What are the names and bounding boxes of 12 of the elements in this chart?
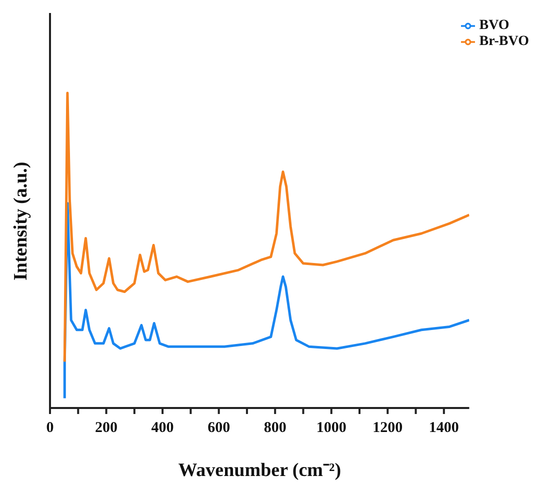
x-tick-label: 1000 xyxy=(316,420,346,436)
x-tick-label: 800 xyxy=(264,420,286,436)
x-tick-label: 600 xyxy=(208,420,230,436)
legend-label: Br-BVO xyxy=(479,34,529,49)
y-axis-title: Intensity (a.u.) xyxy=(10,162,32,280)
x-tick-label: 200 xyxy=(95,420,118,436)
x-tick-label: 1200 xyxy=(372,420,403,436)
x-tick-label: 1400 xyxy=(428,420,459,436)
legend-label: BVO xyxy=(479,18,510,33)
x-axis-title: Wavenumber (cm⁻²) xyxy=(178,460,342,481)
x-tick-label: 400 xyxy=(151,420,174,436)
x-tick-label: 0 xyxy=(46,420,54,436)
